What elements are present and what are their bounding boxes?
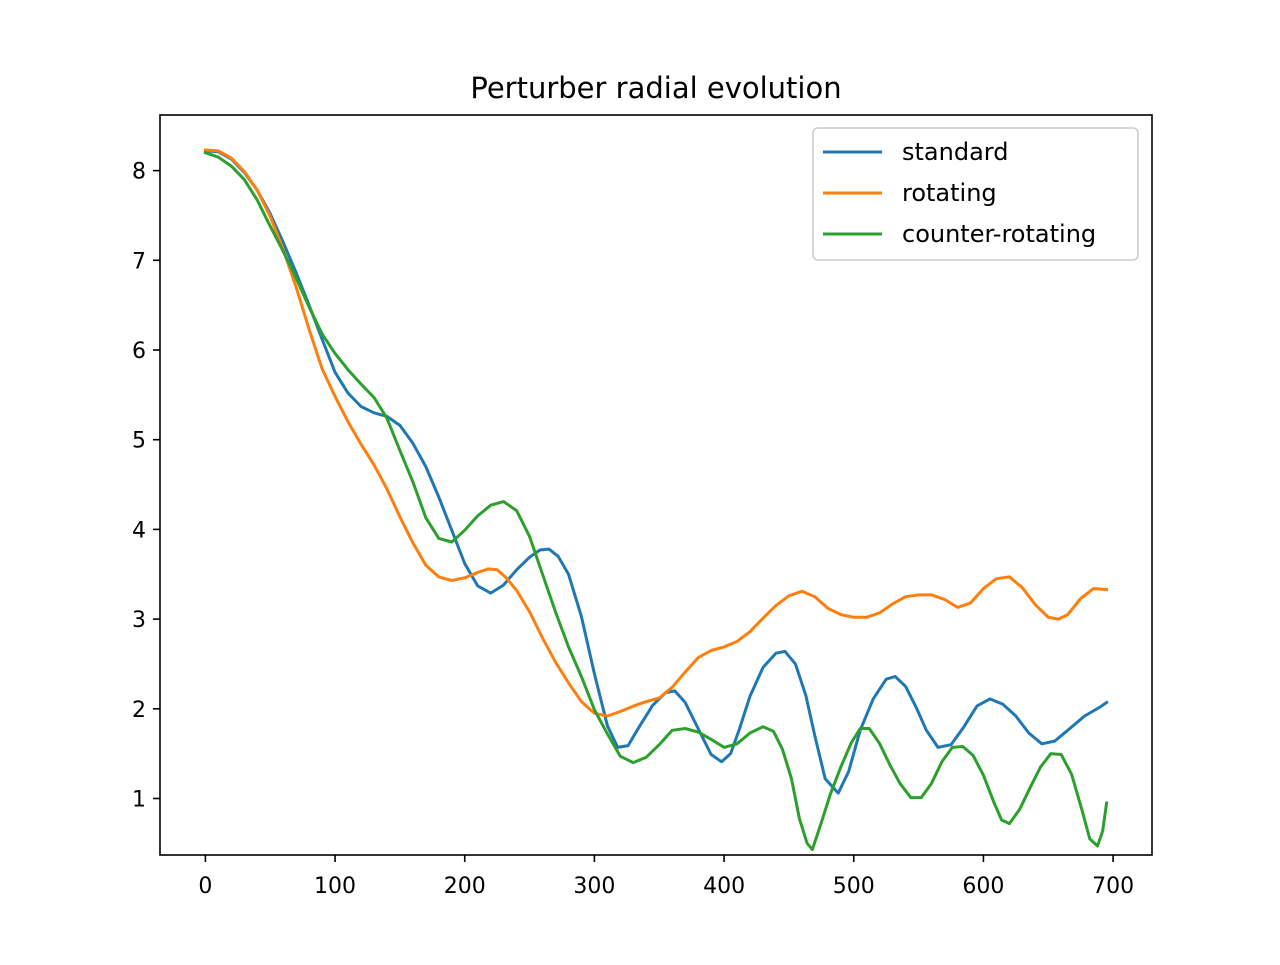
y-tick-label: 2 bbox=[132, 698, 146, 723]
legend-label: standard bbox=[902, 138, 1008, 166]
x-axis: 0 100 200 300 400 500 600 700 bbox=[198, 855, 1134, 899]
series-line-rotating bbox=[203, 148, 1109, 718]
axes-frame bbox=[159, 114, 1153, 856]
y-tick-label: 6 bbox=[132, 339, 146, 364]
legend-label: rotating bbox=[902, 179, 997, 207]
x-tick-label: 600 bbox=[962, 874, 1004, 899]
series-line-counter-rotating bbox=[203, 150, 1109, 852]
y-tick-label: 5 bbox=[132, 429, 146, 454]
x-tick-label: 100 bbox=[314, 874, 356, 899]
series-line-standard bbox=[203, 149, 1109, 795]
series-layer bbox=[203, 148, 1109, 852]
y-tick-label: 7 bbox=[132, 249, 146, 274]
x-tick-label: 500 bbox=[833, 874, 875, 899]
legend-item: counter-rotating bbox=[823, 220, 1096, 248]
x-tick-label: 200 bbox=[444, 874, 486, 899]
x-tick-label: 0 bbox=[198, 874, 212, 899]
y-tick-label: 3 bbox=[132, 608, 146, 633]
legend-label: counter-rotating bbox=[902, 220, 1096, 248]
y-tick-label: 4 bbox=[132, 518, 146, 543]
legend-box bbox=[812, 127, 1139, 261]
legend-item: standard bbox=[823, 138, 1008, 166]
y-axis: 1 2 3 4 5 6 7 8 bbox=[132, 160, 160, 812]
legend-item: rotating bbox=[823, 179, 997, 207]
legend-items: standard rotating counter-rotating bbox=[823, 138, 1096, 248]
y-tick-label: 8 bbox=[132, 160, 146, 185]
x-tick-label: 700 bbox=[1092, 874, 1134, 899]
x-tick-label: 300 bbox=[573, 874, 615, 899]
chart-title: Perturber radial evolution bbox=[470, 71, 841, 105]
x-tick-label: 400 bbox=[703, 874, 745, 899]
legend: standard rotating counter-rotating bbox=[812, 127, 1139, 261]
y-tick-label: 1 bbox=[132, 787, 146, 812]
